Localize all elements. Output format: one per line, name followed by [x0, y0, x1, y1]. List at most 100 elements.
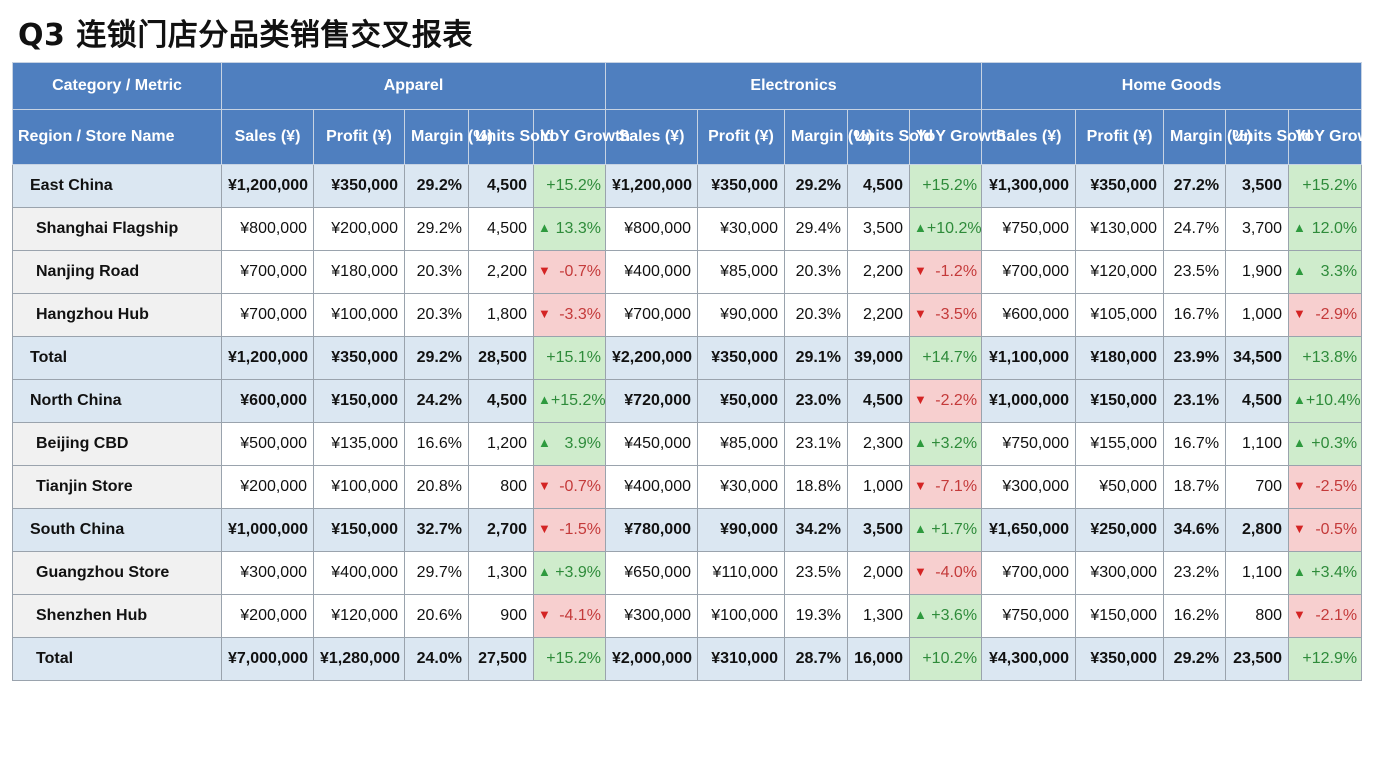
store-row: Shanghai Flagship ¥800,000 ¥200,000 29.2% 4,…	[12, 207, 1363, 251]
arrow-down-icon: ▼	[538, 521, 551, 536]
yoy-value: +15.1%	[546, 349, 601, 366]
yoy-growth-cell: ▲ +3.6%	[908, 594, 983, 638]
sales-cell: ¥200,000	[221, 465, 314, 509]
yoy-value: 3.9%	[564, 435, 601, 452]
profit-cell: ¥120,000	[313, 594, 405, 638]
margin-cell: 20.3%	[404, 250, 469, 294]
units-cell: 1,800	[468, 293, 534, 337]
arrow-up-icon: ▲	[914, 521, 927, 536]
profit-cell: ¥85,000	[697, 422, 785, 466]
sales-cell: ¥700,000	[981, 551, 1077, 595]
yoy-growth-cell: ▼ -3.5%	[908, 293, 983, 337]
yoy-value: +3.2%	[931, 435, 978, 452]
arrow-down-icon: ▼	[1293, 607, 1306, 622]
units-cell: 2,200	[468, 250, 534, 294]
yoy-growth-cell: ▼ -0.7%	[533, 465, 606, 509]
sales-cell: ¥720,000	[605, 379, 698, 423]
margin-cell: 29.2%	[404, 207, 469, 251]
metric-header: Units Sold	[468, 109, 554, 165]
yoy-growth-cell: +12.9%	[1288, 637, 1363, 681]
yoy-growth-cell: +10.2%	[908, 637, 983, 681]
units-cell: 2,700	[468, 508, 534, 552]
profit-cell: ¥150,000	[1075, 594, 1165, 638]
category-header-apparel: Apparel	[221, 62, 606, 110]
corner-header-top: Category / Metric	[12, 62, 222, 110]
margin-cell: 29.4%	[784, 207, 848, 251]
yoy-growth-cell: +14.7%	[908, 336, 983, 380]
sales-cell: ¥1,200,000	[221, 164, 314, 208]
arrow-up-icon: ▲	[1293, 220, 1306, 235]
category-header-electronics: Electronics	[604, 62, 983, 110]
yoy-growth-cell: ▲ +15.2%	[533, 379, 606, 423]
margin-cell: 23.5%	[1163, 250, 1227, 294]
sales-cell: ¥1,300,000	[981, 164, 1077, 208]
units-cell: 900	[468, 594, 534, 638]
margin-cell: 16.7%	[1163, 422, 1227, 466]
margin-cell: 32.7%	[404, 508, 469, 552]
sales-cell: ¥600,000	[981, 293, 1077, 337]
units-cell: 2,200	[847, 250, 910, 294]
region-row: South China ¥1,000,000 ¥150,000 32.7% 2,700 ▼…	[12, 508, 1363, 552]
margin-cell: 27.2%	[1163, 164, 1227, 208]
margin-cell: 16.6%	[404, 422, 469, 466]
units-cell: 800	[1225, 594, 1290, 638]
sales-cell: ¥200,000	[221, 594, 314, 638]
yoy-growth-cell: ▼ -2.5%	[1288, 465, 1363, 509]
profit-cell: ¥50,000	[697, 379, 785, 423]
units-cell: 2,200	[847, 293, 910, 337]
profit-cell: ¥350,000	[313, 164, 405, 208]
profit-cell: ¥150,000	[313, 379, 405, 423]
units-cell: 1,100	[1225, 551, 1290, 595]
sales-cell: ¥750,000	[981, 422, 1077, 466]
yoy-value: +15.2%	[1302, 177, 1358, 194]
sales-cell: ¥1,100,000	[981, 336, 1077, 380]
yoy-value: -3.5%	[935, 306, 978, 323]
yoy-value: -3.3%	[559, 306, 601, 323]
yoy-value: -1.5%	[559, 521, 601, 538]
yoy-value: -0.7%	[559, 263, 601, 280]
sales-cell: ¥450,000	[605, 422, 698, 466]
store-row: Beijing CBD ¥500,000 ¥135,000 16.6% 1,200 ▲ 3.…	[12, 422, 1363, 466]
yoy-growth-cell: ▲ +3.4%	[1288, 551, 1363, 595]
yoy-growth-cell: +15.2%	[908, 164, 983, 208]
metric-header: Profit (¥)	[697, 109, 785, 165]
sales-cell: ¥750,000	[981, 207, 1077, 251]
arrow-up-icon: ▲	[914, 220, 927, 235]
sales-cell: ¥700,000	[981, 250, 1077, 294]
metric-header: Sales (¥)	[605, 109, 698, 165]
metric-header: Units Sold	[1225, 109, 1311, 165]
units-cell: 27,500	[468, 637, 534, 681]
profit-cell: ¥90,000	[697, 508, 785, 552]
sales-cell: ¥2,200,000	[605, 336, 698, 380]
yoy-growth-cell: ▲ +10.4%	[1288, 379, 1363, 423]
yoy-growth-cell: ▼ -3.3%	[533, 293, 606, 337]
sales-cell: ¥500,000	[221, 422, 314, 466]
row-label: Beijing CBD	[12, 422, 222, 466]
region-row: East China ¥1,200,000 ¥350,000 29.2% 4,500 +1…	[12, 164, 1363, 208]
margin-cell: 23.2%	[1163, 551, 1227, 595]
units-cell: 1,900	[1225, 250, 1290, 294]
yoy-value: -0.7%	[559, 478, 601, 495]
profit-cell: ¥310,000	[697, 637, 785, 681]
profit-cell: ¥350,000	[1075, 637, 1165, 681]
profit-cell: ¥90,000	[697, 293, 785, 337]
margin-cell: 28.7%	[784, 637, 848, 681]
yoy-value: +3.9%	[555, 564, 601, 581]
store-row: Shenzhen Hub ¥200,000 ¥120,000 20.6% 900 ▼ -4.…	[12, 594, 1363, 638]
profit-cell: ¥100,000	[697, 594, 785, 638]
margin-cell: 20.8%	[404, 465, 469, 509]
total-row: Total ¥7,000,000 ¥1,280,000 24.0% 27,500 +15.…	[12, 637, 1363, 681]
units-cell: 2,300	[847, 422, 910, 466]
profit-cell: ¥155,000	[1075, 422, 1165, 466]
yoy-value: 13.3%	[555, 220, 601, 237]
yoy-value: -4.1%	[559, 607, 601, 624]
sales-cell: ¥4,300,000	[981, 637, 1077, 681]
margin-cell: 29.7%	[404, 551, 469, 595]
yoy-value: -7.1%	[935, 478, 978, 495]
metric-header: Sales (¥)	[981, 109, 1077, 165]
profit-cell: ¥200,000	[313, 207, 405, 251]
total-row: Total ¥1,200,000 ¥350,000 29.2% 28,500 +15.1%…	[12, 336, 1363, 380]
metric-header: Profit (¥)	[1075, 109, 1165, 165]
sales-cross-table: Category / Metric Apparel Electronics Home…	[12, 62, 1376, 681]
margin-cell: 34.6%	[1163, 508, 1227, 552]
